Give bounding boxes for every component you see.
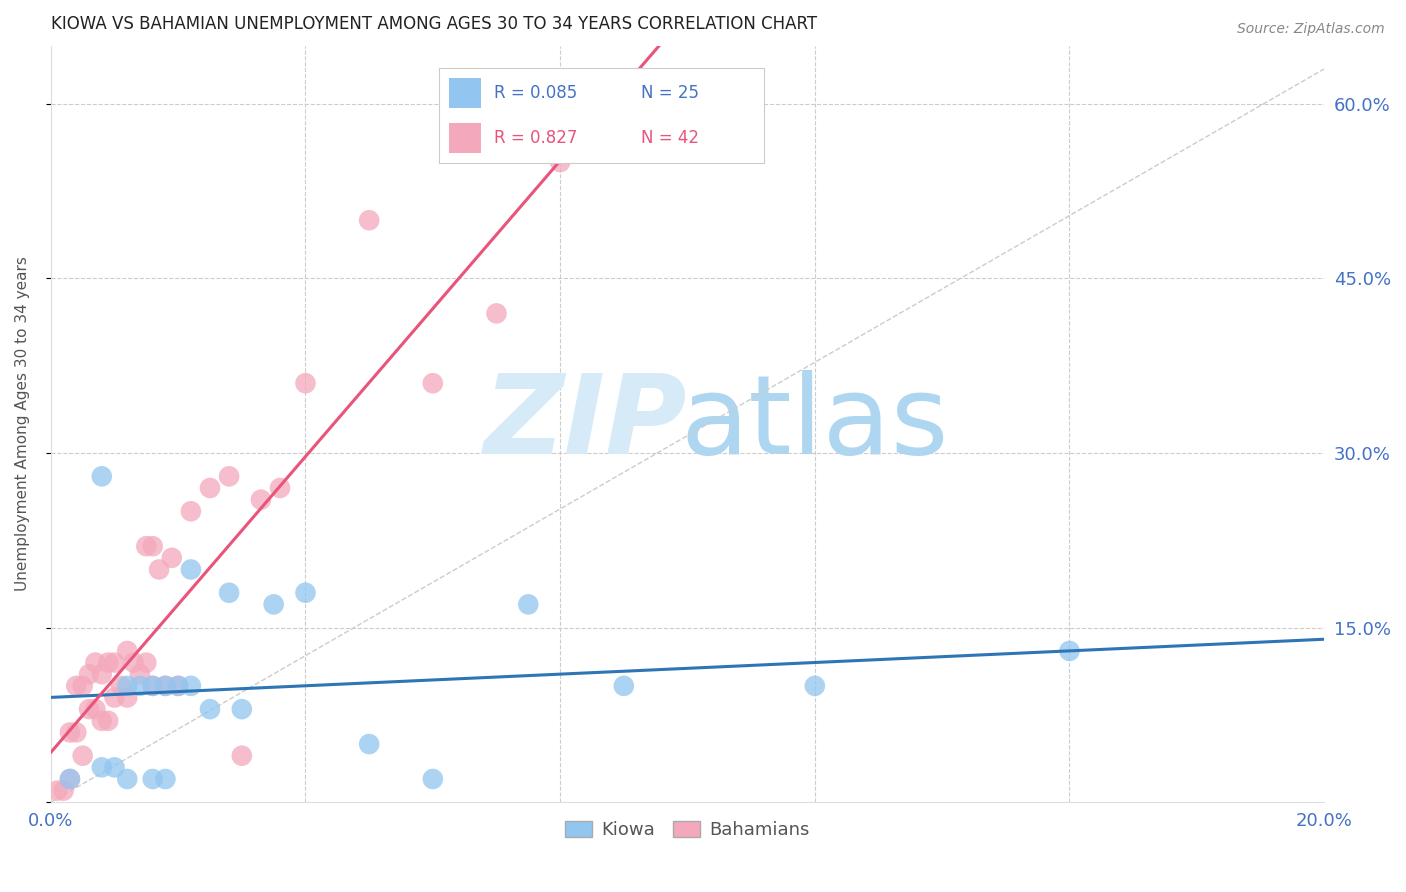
Point xyxy=(72,748,94,763)
Point xyxy=(218,586,240,600)
Point xyxy=(90,760,112,774)
Point xyxy=(90,469,112,483)
Legend: Kiowa, Bahamians: Kiowa, Bahamians xyxy=(558,814,817,847)
Point xyxy=(115,772,138,786)
Point xyxy=(198,481,221,495)
Point xyxy=(84,656,107,670)
Point xyxy=(218,469,240,483)
Point xyxy=(167,679,190,693)
Text: atlas: atlas xyxy=(681,370,949,477)
Point xyxy=(231,748,253,763)
Y-axis label: Unemployment Among Ages 30 to 34 years: Unemployment Among Ages 30 to 34 years xyxy=(15,257,30,591)
Point xyxy=(263,598,285,612)
Point xyxy=(72,679,94,693)
Point xyxy=(548,155,571,169)
Text: ZIP: ZIP xyxy=(484,370,688,477)
Point xyxy=(129,679,152,693)
Point xyxy=(180,679,202,693)
Text: Source: ZipAtlas.com: Source: ZipAtlas.com xyxy=(1237,22,1385,37)
Point xyxy=(77,702,100,716)
Point xyxy=(135,539,157,553)
Point xyxy=(142,539,165,553)
Point xyxy=(97,714,120,728)
Point xyxy=(59,772,82,786)
Point xyxy=(180,562,202,576)
Point xyxy=(198,702,221,716)
Point xyxy=(122,656,145,670)
Point xyxy=(294,376,316,391)
Point xyxy=(142,679,165,693)
Point xyxy=(115,644,138,658)
Point xyxy=(269,481,291,495)
Point xyxy=(59,725,82,739)
Point xyxy=(90,714,112,728)
Point xyxy=(77,667,100,681)
Point xyxy=(359,213,381,227)
Point xyxy=(155,679,177,693)
Point xyxy=(115,690,138,705)
Point xyxy=(1059,644,1081,658)
Point xyxy=(65,725,87,739)
Point xyxy=(160,550,183,565)
Point xyxy=(84,702,107,716)
Point xyxy=(129,667,152,681)
Point xyxy=(65,679,87,693)
Point xyxy=(517,598,540,612)
Point xyxy=(250,492,273,507)
Point xyxy=(148,562,170,576)
Point xyxy=(167,679,190,693)
Point xyxy=(103,656,125,670)
Point xyxy=(155,679,177,693)
Point xyxy=(485,306,508,320)
Point xyxy=(59,772,82,786)
Point xyxy=(103,690,125,705)
Point xyxy=(115,679,138,693)
Point xyxy=(142,679,165,693)
Text: KIOWA VS BAHAMIAN UNEMPLOYMENT AMONG AGES 30 TO 34 YEARS CORRELATION CHART: KIOWA VS BAHAMIAN UNEMPLOYMENT AMONG AGE… xyxy=(51,15,817,33)
Point xyxy=(110,679,132,693)
Point xyxy=(613,679,636,693)
Point xyxy=(135,656,157,670)
Point xyxy=(231,702,253,716)
Point xyxy=(142,772,165,786)
Point xyxy=(103,760,125,774)
Point xyxy=(294,586,316,600)
Point xyxy=(52,783,75,797)
Point xyxy=(422,376,444,391)
Point xyxy=(46,783,69,797)
Point xyxy=(359,737,381,751)
Point xyxy=(97,656,120,670)
Point xyxy=(90,667,112,681)
Point xyxy=(422,772,444,786)
Point xyxy=(180,504,202,518)
Point xyxy=(155,772,177,786)
Point xyxy=(804,679,827,693)
